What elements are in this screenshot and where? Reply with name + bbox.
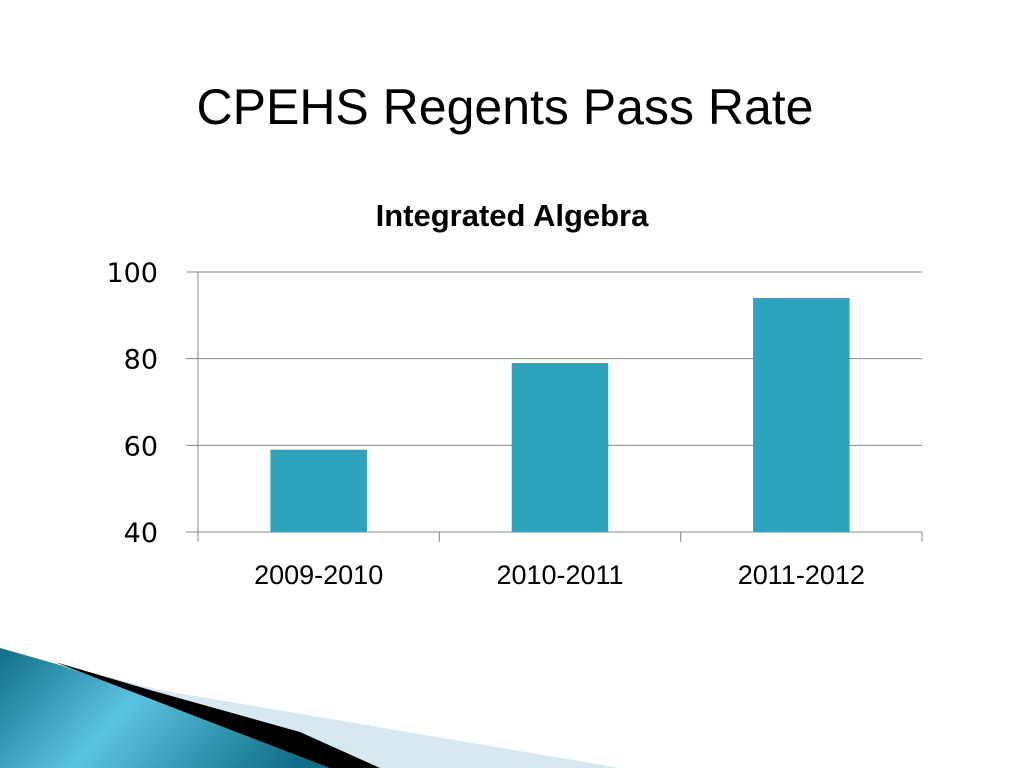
x-tick-label: 2009-2010	[254, 560, 383, 590]
bar-2009-2010	[270, 449, 367, 532]
x-tick-labels: 2009-2010 2010-2011 2011-2012	[254, 560, 865, 590]
y-tick-label: 40	[124, 518, 158, 549]
y-tick-label: 60	[124, 431, 158, 462]
y-tick-label: 80	[124, 345, 158, 376]
slide-title: CPEHS Regents Pass Rate	[196, 79, 814, 135]
x-tick-label: 2011-2012	[738, 560, 865, 590]
bar-2010-2011	[511, 363, 609, 532]
y-tick-labels: 40 60 80 100	[106, 258, 158, 549]
bars	[270, 298, 850, 532]
axes	[197, 272, 923, 542]
bar-2011-2012	[753, 298, 850, 532]
y-tick-label: 100	[106, 258, 158, 289]
chart-title: Integrated Algebra	[376, 198, 649, 233]
x-tick-label: 2010-2011	[496, 560, 623, 590]
